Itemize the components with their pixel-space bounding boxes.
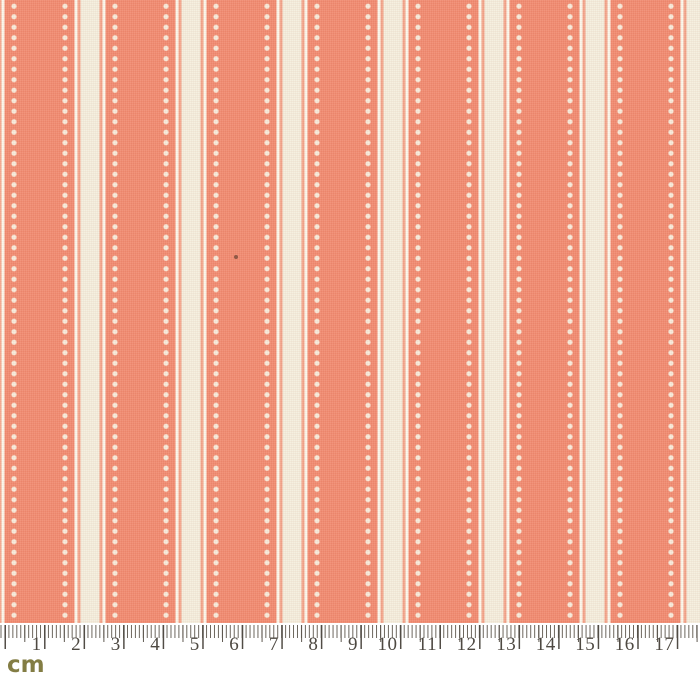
- ruler-number-1: 1: [31, 634, 42, 655]
- ruler-number-3: 3: [110, 634, 121, 655]
- ruler-number-6: 6: [229, 634, 240, 655]
- ruler-ticks: [0, 623, 700, 653]
- ruler-number-2: 2: [71, 634, 82, 655]
- ruler-number-16: 16: [614, 634, 635, 655]
- ruler-number-5: 5: [189, 634, 200, 655]
- ruler-number-13: 13: [496, 634, 517, 655]
- ruler-number-8: 8: [308, 634, 319, 655]
- ruler-number-7: 7: [268, 634, 279, 655]
- ruler-number-15: 15: [575, 634, 596, 655]
- ruler-number-4: 4: [150, 634, 161, 655]
- ruler-number-9: 9: [348, 634, 358, 655]
- fabric-stripe-pattern: [0, 0, 700, 623]
- ruler-number-11: 11: [417, 634, 438, 655]
- ruler-number-17: 17: [654, 634, 675, 655]
- fabric-speck: [234, 255, 238, 259]
- ruler-unit-label: cm: [7, 652, 45, 678]
- ruler: 1 2 3 4 5 6 7 8 9 10 11 12 13 14 15 16 1…: [0, 623, 700, 700]
- ruler-number-14: 14: [535, 634, 556, 655]
- ruler-number-12: 12: [456, 634, 477, 655]
- ruler-number-10: 10: [377, 634, 398, 655]
